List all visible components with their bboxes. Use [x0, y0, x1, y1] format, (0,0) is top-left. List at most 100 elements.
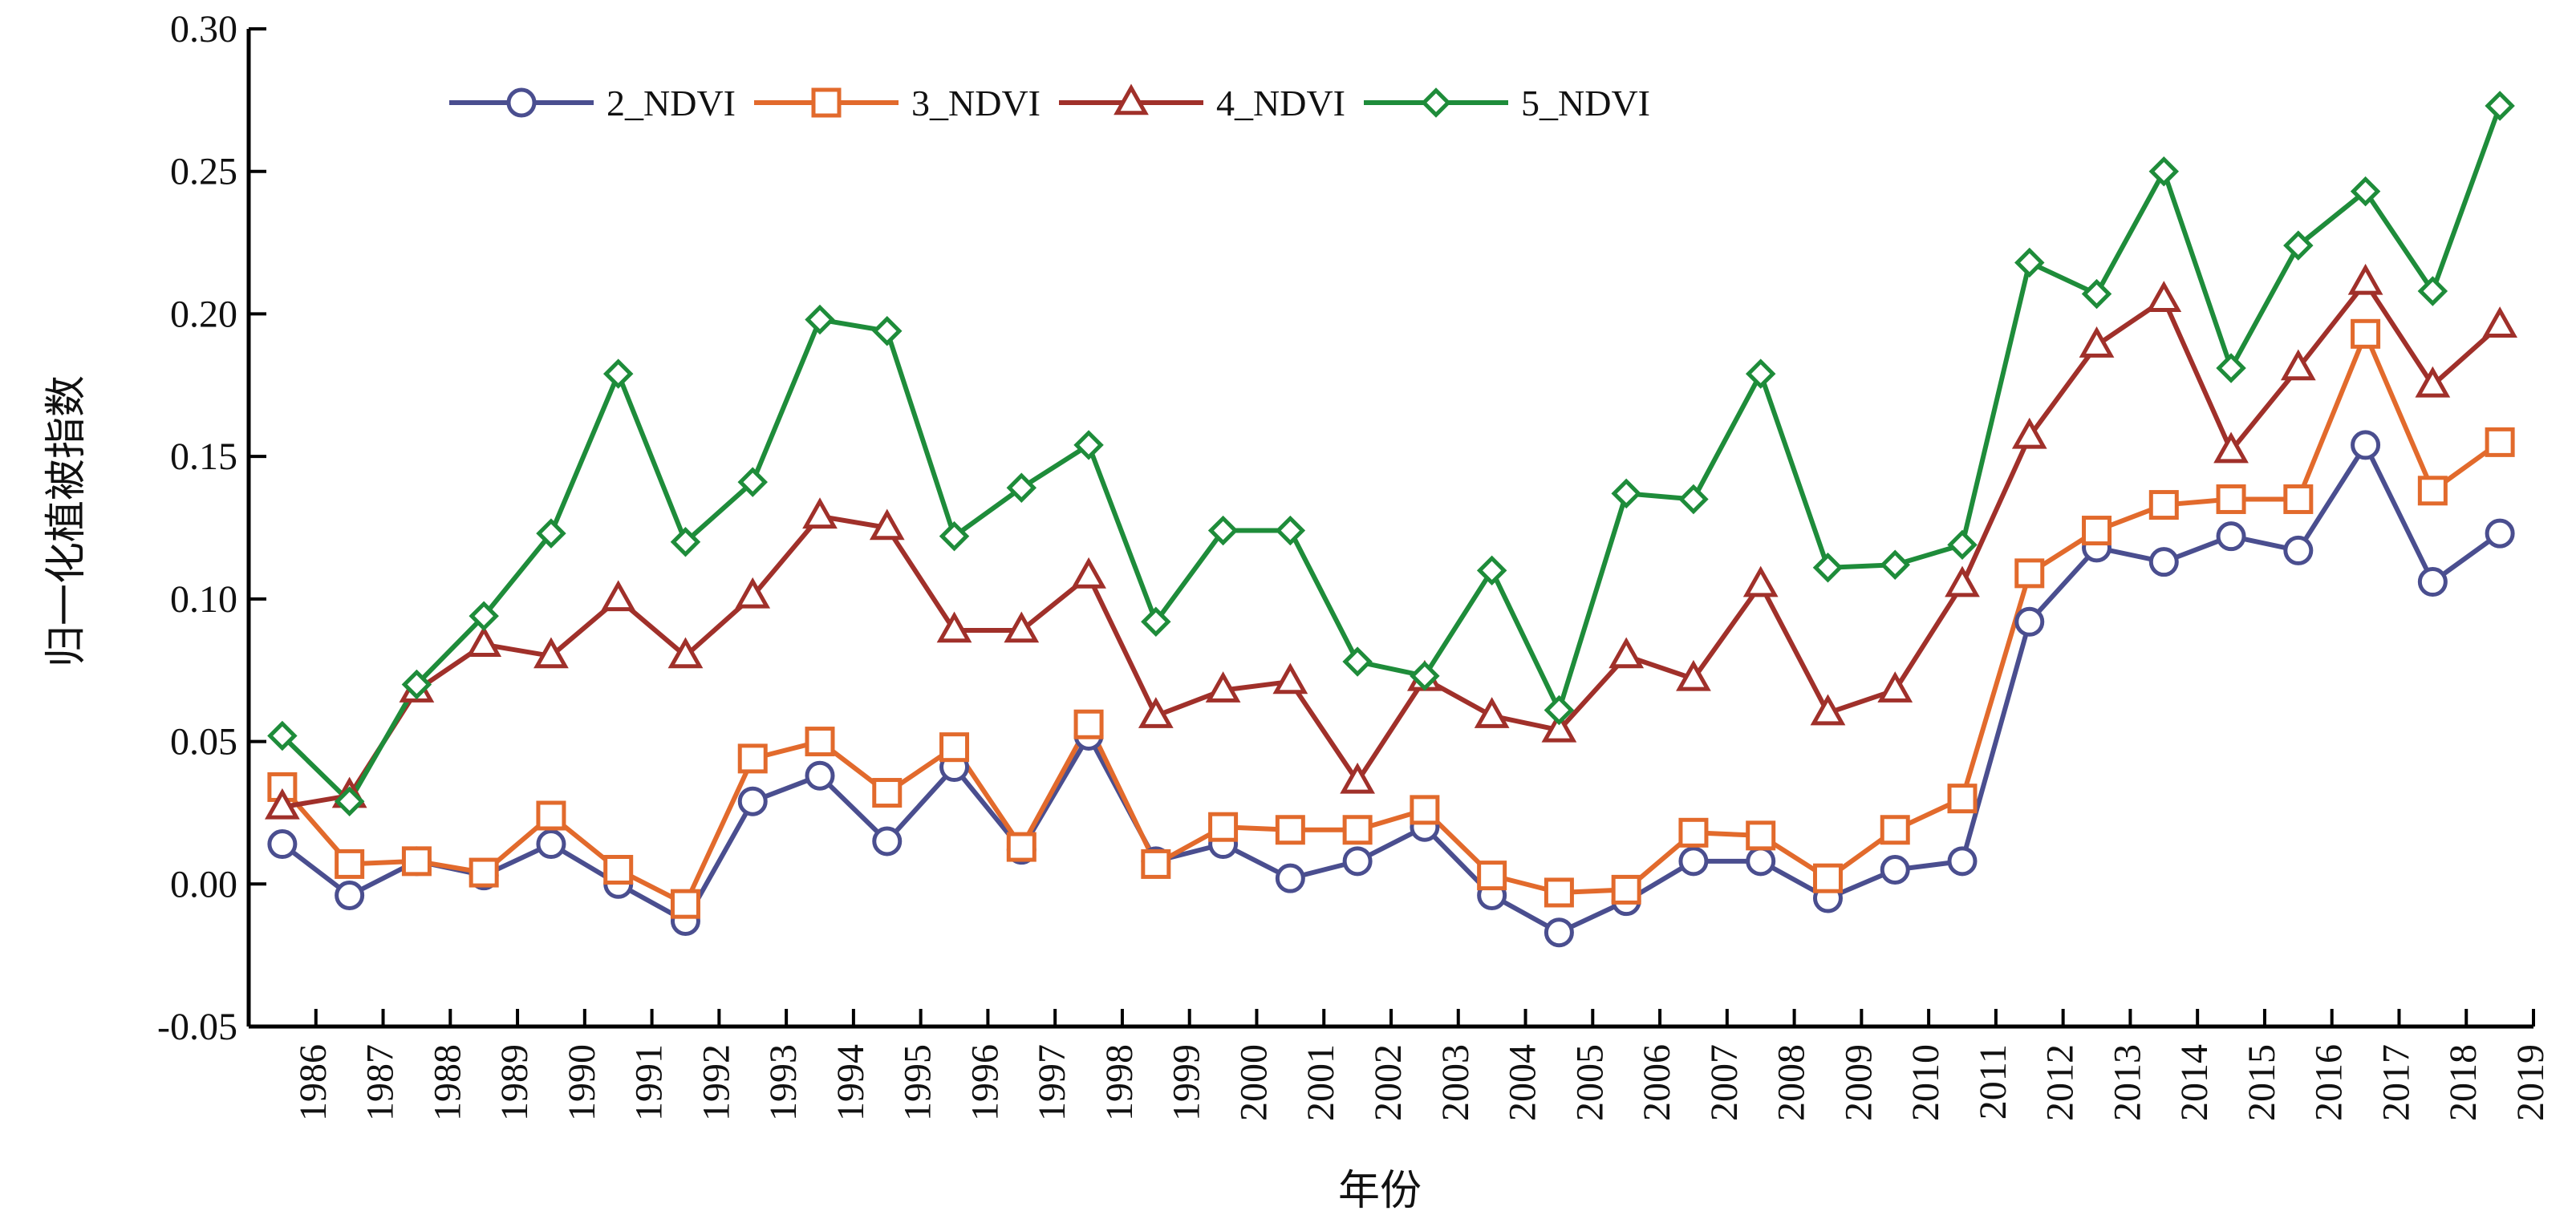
x-tick-label: 2008: [1771, 1044, 1813, 1121]
data-point-4-ndvi: [936, 611, 972, 643]
legend-label: 4_NDVI: [1216, 83, 1345, 124]
legend-label: 5_NDVI: [1521, 83, 1650, 124]
x-tick-label: 1987: [359, 1044, 402, 1121]
x-tick-label: 1994: [830, 1044, 872, 1121]
data-point-3-ndvi: [1812, 863, 1843, 893]
data-point-3-ndvi: [670, 889, 700, 919]
data-point-5-ndvi: [469, 601, 499, 631]
x-tick-label: 2006: [1636, 1044, 1678, 1121]
data-point-3-ndvi: [1746, 820, 1776, 851]
x-tick-label: 2011: [1972, 1044, 2014, 1120]
x-tick-label: 2019: [2509, 1044, 2552, 1121]
data-point-4-ndvi: [533, 637, 569, 669]
data-point-3-ndvi: [2148, 490, 2179, 520]
data-point-3-ndvi: [2216, 484, 2246, 514]
x-tick-label: 1991: [628, 1044, 671, 1121]
x-tick-label: 1997: [1031, 1044, 1073, 1121]
data-point-3-ndvi: [1678, 817, 1709, 848]
legend-item-4-ndvi: 4_NDVI: [1059, 83, 1345, 124]
data-point-2-ndvi: [1342, 846, 1373, 877]
data-point-5-ndvi: [267, 720, 298, 751]
x-tick-label: 1989: [493, 1044, 536, 1121]
data-point-5-ndvi: [536, 518, 566, 549]
y-tick-label: 0.10: [170, 578, 237, 621]
legend-marker: [506, 87, 537, 118]
x-tick-label: 1998: [1098, 1044, 1141, 1121]
data-point-5-ndvi: [1073, 430, 1104, 460]
data-point-2-ndvi: [805, 760, 835, 791]
data-point-4-ndvi: [1877, 671, 1913, 703]
data-point-2-ndvi: [1746, 846, 1776, 877]
data-point-3-ndvi: [603, 855, 634, 885]
data-point-2-ndvi: [2351, 430, 2381, 460]
x-tick-label: 2007: [1703, 1044, 1746, 1121]
legend: 2_NDVI 3_NDVI 4_NDVI 5_NDVI: [449, 83, 1650, 124]
y-tick-label: 0.30: [170, 8, 237, 51]
data-point-5-ndvi: [2485, 91, 2515, 121]
series-line-4-ndvi: [282, 280, 2502, 810]
series-lines: [280, 104, 2502, 935]
data-point-3-ndvi: [1477, 861, 1507, 891]
x-tick-label: 1993: [762, 1044, 805, 1121]
x-tick-label: 2014: [2173, 1044, 2216, 1121]
data-point-5-ndvi: [2148, 156, 2180, 187]
data-point-2-ndvi: [2014, 606, 2045, 637]
data-point-2-ndvi: [335, 881, 365, 911]
series-line-3-ndvi: [280, 331, 2501, 907]
data-point-5-ndvi: [1141, 606, 1171, 638]
x-tick-label: 2016: [2308, 1044, 2351, 1121]
data-point-3-ndvi: [2283, 484, 2314, 514]
x-tick-label: 2002: [1367, 1044, 1410, 1121]
y-tick-label: -0.05: [157, 1006, 237, 1048]
data-point-5-ndvi: [2014, 247, 2045, 278]
data-point-4-ndvi: [1071, 557, 1106, 589]
legend-label: 3_NDVI: [911, 83, 1041, 124]
data-point-2-ndvi: [2216, 521, 2246, 552]
data-point-4-ndvi: [2011, 417, 2047, 449]
series-markers: [265, 91, 2517, 948]
data-point-4-ndvi: [2213, 431, 2249, 464]
y-tick-label: 0.15: [170, 435, 237, 478]
data-point-3-ndvi: [1880, 815, 1910, 845]
data-point-3-ndvi: [1544, 877, 1574, 908]
data-point-5-ndvi: [1544, 695, 1575, 726]
data-point-5-ndvi: [2417, 276, 2448, 306]
data-point-5-ndvi: [2216, 353, 2246, 383]
data-point-5-ndvi: [1275, 515, 1306, 546]
x-tick-label: 2015: [2241, 1044, 2283, 1121]
x-tick-label: 1999: [1166, 1044, 1208, 1121]
data-point-3-ndvi: [2082, 516, 2112, 546]
x-tick-label: 2017: [2375, 1044, 2417, 1121]
data-point-4-ndvi: [265, 788, 300, 820]
data-point-4-ndvi: [2146, 281, 2182, 312]
data-point-4-ndvi: [1810, 694, 1846, 726]
x-tick-label: 1996: [963, 1044, 1006, 1121]
data-point-2-ndvi: [737, 786, 768, 816]
data-point-4-ndvi: [2280, 349, 2316, 381]
data-point-4-ndvi: [802, 497, 838, 529]
legend-marker: [1114, 83, 1149, 115]
data-point-4-ndvi: [667, 637, 704, 669]
data-point-4-ndvi: [2347, 263, 2383, 295]
data-point-2-ndvi: [1947, 846, 1978, 877]
x-tick-label: 2004: [1502, 1044, 1544, 1121]
data-point-5-ndvi: [1745, 358, 1776, 389]
y-tick-label: 0.20: [170, 293, 237, 335]
data-point-3-ndvi: [2485, 427, 2515, 457]
y-tick-label: 0.25: [170, 151, 237, 193]
data-point-5-ndvi: [872, 316, 903, 346]
data-point-5-ndvi: [1476, 555, 1507, 586]
data-point-5-ndvi: [1678, 484, 1709, 515]
data-point-2-ndvi: [1544, 917, 1574, 948]
data-point-2-ndvi: [267, 829, 298, 860]
x-tick-label: 2001: [1300, 1044, 1342, 1121]
axes: -0.05 0.00 0.05 0.10 0.15 0.20 0.25 0.30 1986 198…: [157, 8, 2552, 1121]
x-tick-label: 2003: [1434, 1044, 1477, 1121]
data-point-4-ndvi: [466, 626, 502, 658]
series-line-5-ndvi: [280, 104, 2502, 804]
series-markers-5-ndvi: [267, 91, 2515, 816]
data-point-3-ndvi: [2351, 318, 2381, 349]
x-tick-label: 2013: [2106, 1044, 2148, 1121]
data-point-3-ndvi: [1275, 815, 1305, 845]
